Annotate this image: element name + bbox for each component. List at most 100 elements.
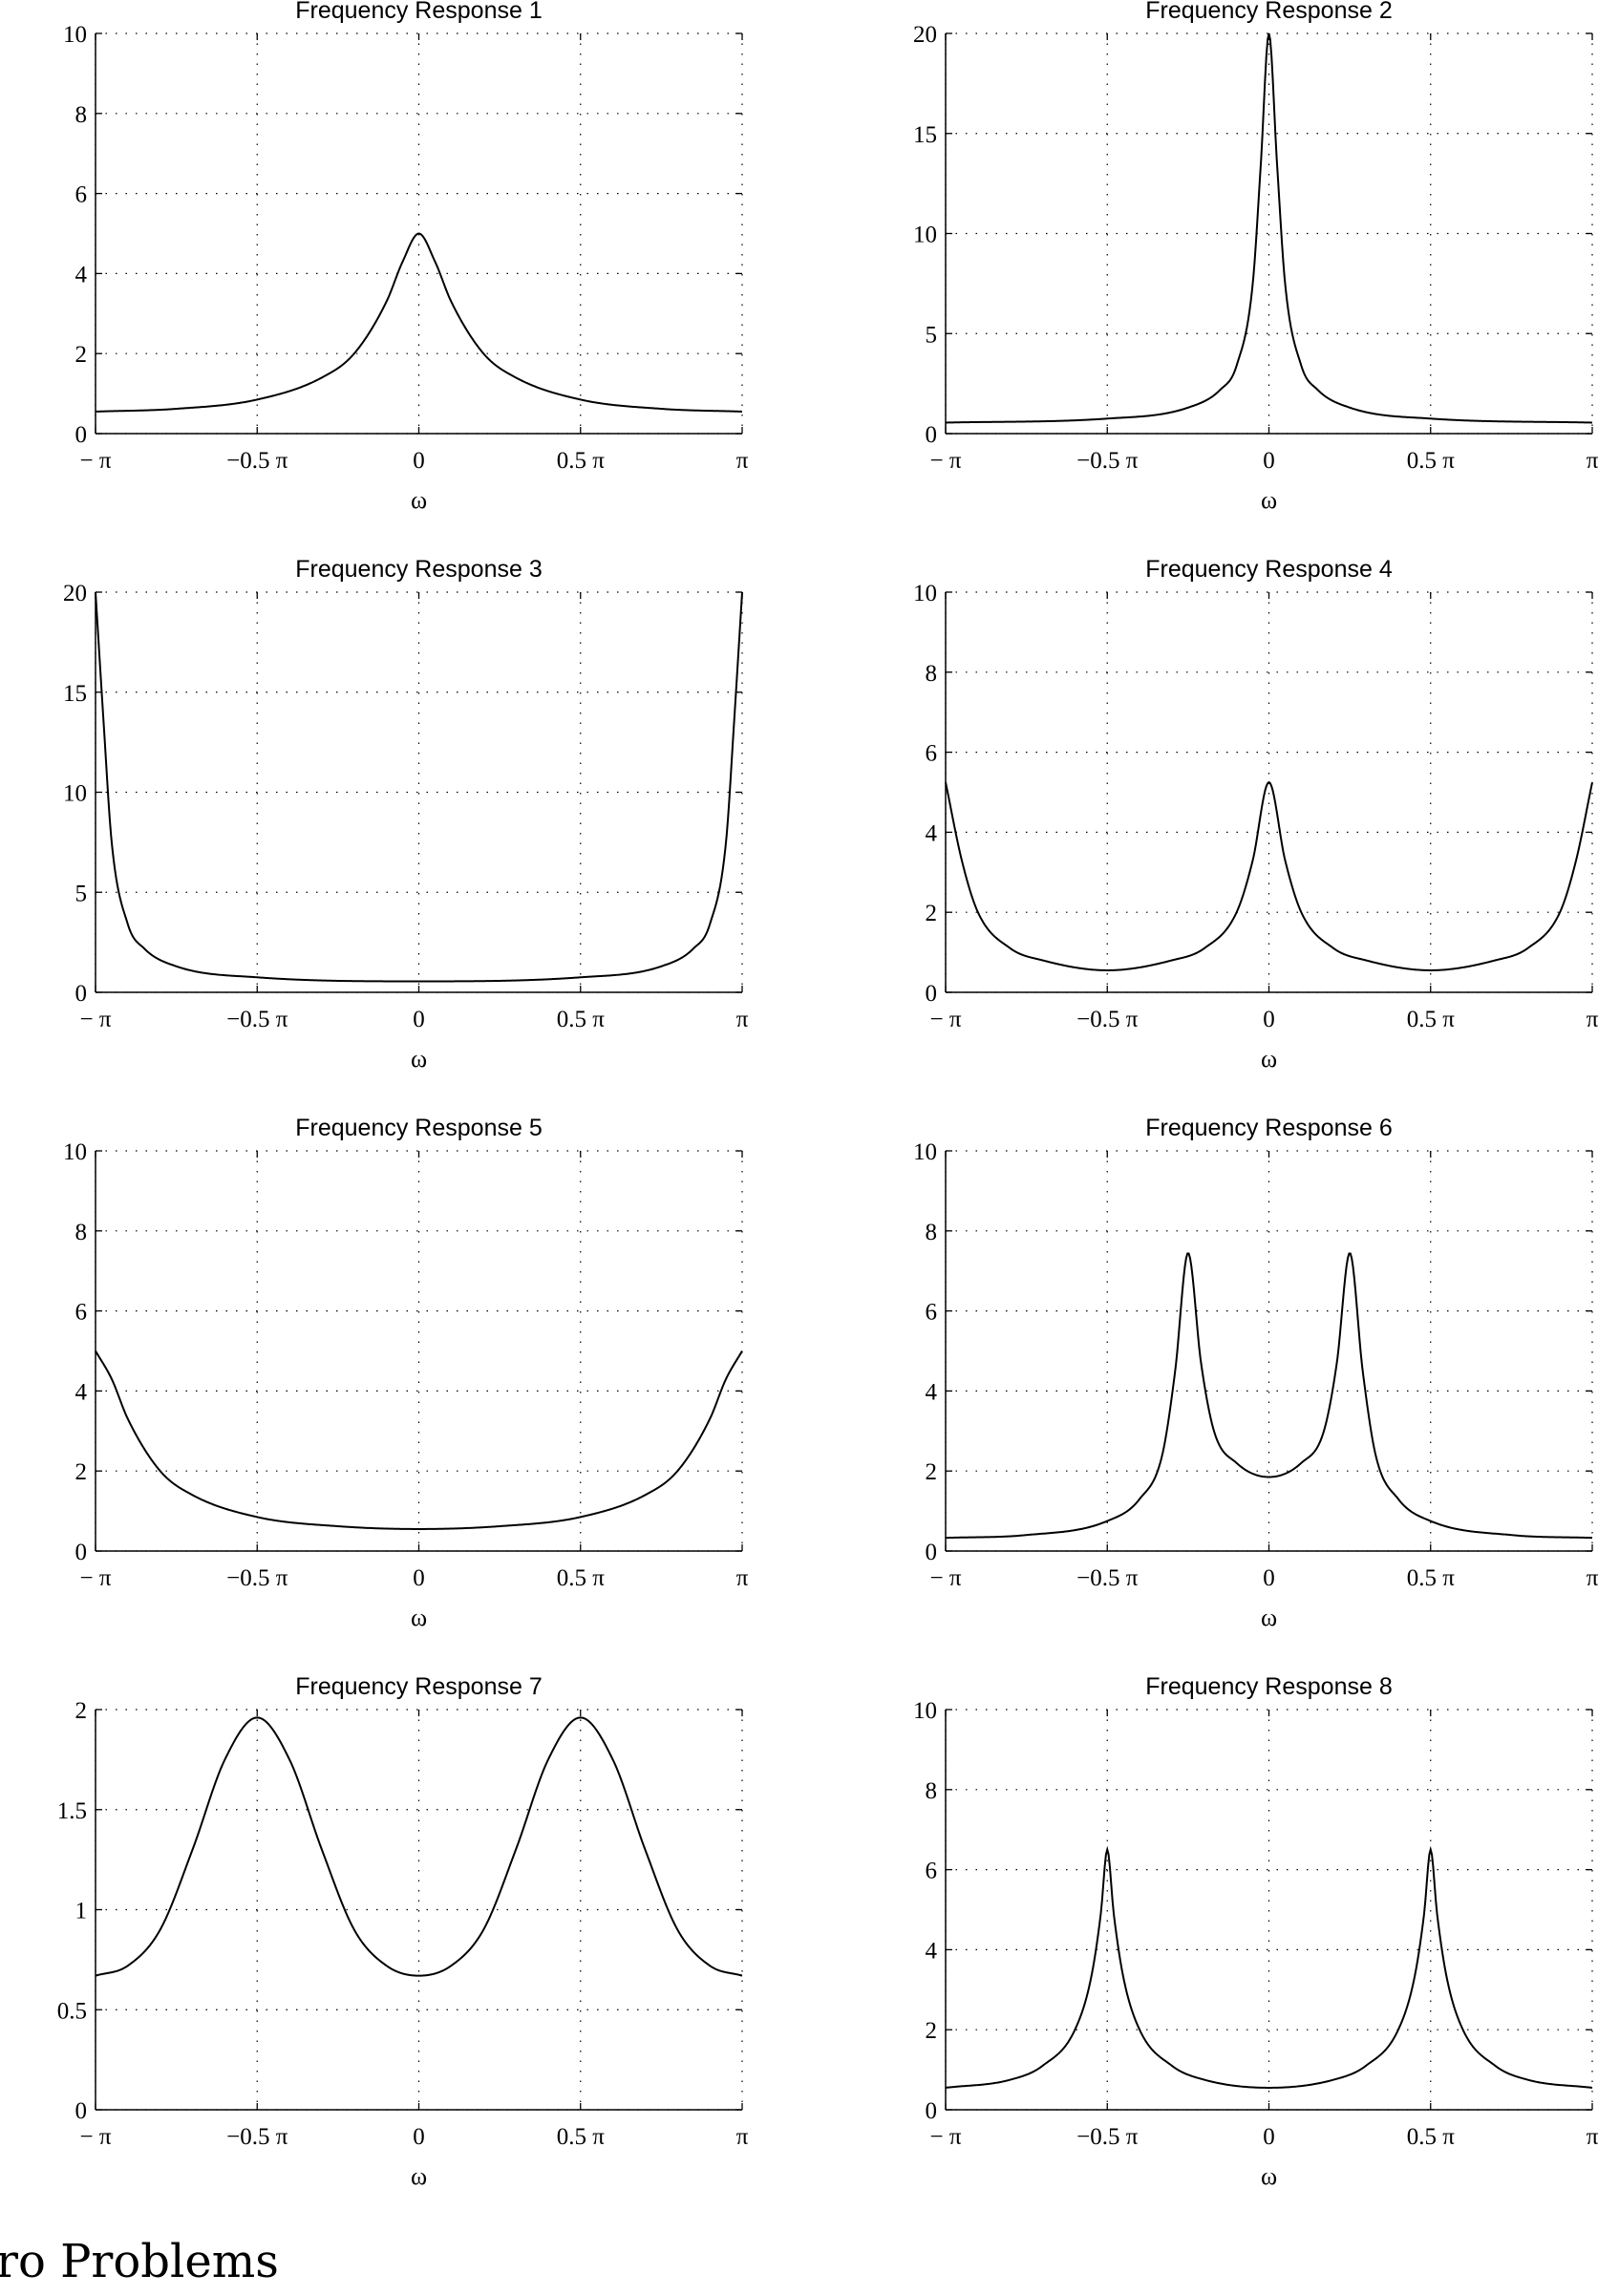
y-tick-label: 4: [926, 1938, 938, 1964]
y-tick-label: 6: [926, 741, 938, 767]
y-tick-label: 0: [75, 981, 88, 1007]
x-tick-label: − π: [80, 1565, 112, 1591]
plot-panel-7: − π −0.5 π 0 0.5 π π 0 0.5 1 1.5 2 Frequency Respo…: [57, 1673, 749, 2190]
x-tick-label: 0.5 π: [557, 1007, 606, 1032]
y-tick-label: 5: [75, 881, 88, 906]
x-axis-label: ω: [1261, 1604, 1277, 1631]
x-axis-label: ω: [411, 486, 427, 514]
plot-title: Frequency Response 4: [1145, 556, 1393, 583]
x-axis-label: ω: [1261, 1045, 1277, 1073]
x-tick-label: −0.5 π: [1076, 2124, 1139, 2150]
y-tick-label: 2: [75, 1459, 88, 1485]
y-tick-label: 0: [75, 1540, 88, 1565]
response-curve: [95, 232, 743, 413]
y-tick-label: 0: [75, 2098, 88, 2124]
y-tick-label: 4: [926, 820, 938, 846]
y-tick-label: 15: [913, 122, 937, 148]
x-axis-label: ω: [411, 1604, 427, 1631]
x-tick-label: π: [736, 448, 749, 474]
x-tick-label: 0: [413, 1007, 425, 1032]
y-tick-label: 2: [926, 1459, 938, 1485]
x-tick-label: − π: [930, 2124, 962, 2150]
y-tick-label: 10: [63, 1139, 87, 1165]
y-tick-label: 10: [913, 1698, 937, 1724]
y-tick-label: 8: [75, 102, 88, 128]
y-tick-label: 4: [75, 1379, 88, 1405]
x-tick-label: − π: [80, 2124, 112, 2150]
plot-panel-3: − π −0.5 π 0 0.5 π π 0 5 10 15 20 Frequency Respon…: [63, 556, 749, 1073]
y-tick-label: 0: [926, 1540, 938, 1565]
x-tick-label: 0: [413, 2124, 425, 2150]
response-curve: [95, 1350, 743, 1530]
x-tick-label: 0: [413, 1565, 425, 1591]
plot-panel-6: − π −0.5 π 0 0.5 π π 0 2 4 6 8 10 Frequency Respons…: [913, 1115, 1599, 1631]
y-tick-label: 20: [63, 581, 87, 606]
y-tick-label: 6: [926, 1859, 938, 1884]
y-tick-label: 0: [75, 422, 88, 448]
y-tick-label: 6: [75, 182, 88, 208]
x-tick-label: −0.5 π: [1076, 1007, 1139, 1032]
response-curve: [95, 591, 743, 983]
plot-panel-5: − π −0.5 π 0 0.5 π π 0 2 4 6 8 10 Frequency Respons…: [63, 1115, 749, 1631]
x-tick-label: − π: [80, 1007, 112, 1032]
x-axis-label: ω: [1261, 2162, 1277, 2190]
y-tick-label: 8: [926, 1778, 938, 1804]
x-tick-label: −0.5 π: [226, 1007, 288, 1032]
plot-panel-1: − π −0.5 π 0 0.5 π π 0 2 4 6 8 10 Frequency Respons…: [63, 0, 749, 514]
y-tick-label: 10: [63, 781, 87, 807]
y-tick-label: 10: [913, 1139, 937, 1165]
x-tick-label: − π: [930, 1007, 962, 1032]
y-tick-label: 2: [926, 2018, 938, 2044]
plot-panel-4: − π −0.5 π 0 0.5 π π 0 2 4 6 8 10 Frequency Respons…: [913, 556, 1599, 1073]
x-tick-label: −0.5 π: [1076, 448, 1139, 474]
y-tick-label: 1.5: [57, 1798, 87, 1824]
section-heading: ro Problems: [0, 2235, 279, 2288]
y-tick-label: 0: [926, 981, 938, 1007]
x-tick-label: 0.5 π: [557, 2124, 606, 2150]
y-tick-label: 6: [926, 1300, 938, 1326]
x-tick-label: 0: [1263, 2124, 1275, 2150]
x-tick-label: −0.5 π: [226, 1565, 288, 1591]
x-tick-label: −0.5 π: [226, 448, 288, 474]
response-curve: [95, 1716, 743, 1977]
y-tick-label: 2: [75, 342, 88, 368]
plot-panel-8: − π −0.5 π 0 0.5 π π 0 2 4 6 8 10 Frequency Respons…: [913, 1673, 1599, 2190]
y-tick-label: 0.5: [57, 1998, 87, 2024]
x-tick-label: 0.5 π: [1407, 448, 1456, 474]
x-tick-label: π: [1587, 448, 1599, 474]
y-tick-label: 5: [926, 322, 938, 348]
plot-title: Frequency Response 2: [1145, 0, 1392, 24]
y-tick-label: 0: [926, 422, 938, 448]
x-axis-label: ω: [1261, 486, 1277, 514]
y-tick-label: 0: [926, 2098, 938, 2124]
y-tick-label: 2: [926, 901, 938, 926]
x-tick-label: − π: [930, 1565, 962, 1591]
response-curve: [945, 1845, 1593, 2089]
x-tick-label: 0: [1263, 1007, 1275, 1032]
plot-panel-2: − π −0.5 π 0 0.5 π π 0 5 10 15 20 Frequency Respon…: [913, 0, 1599, 514]
x-tick-label: 0: [413, 448, 425, 474]
x-tick-label: − π: [80, 448, 112, 474]
x-tick-label: π: [1587, 1007, 1599, 1032]
x-tick-label: π: [1587, 1565, 1599, 1591]
x-tick-label: 0.5 π: [557, 448, 606, 474]
x-tick-label: 0.5 π: [1407, 2124, 1456, 2150]
y-tick-label: 15: [63, 681, 87, 707]
plot-title: Frequency Response 7: [295, 1673, 542, 1700]
y-tick-label: 10: [63, 22, 87, 48]
plot-title: Frequency Response 3: [295, 556, 542, 583]
y-tick-label: 4: [926, 1379, 938, 1405]
x-tick-label: π: [736, 1007, 749, 1032]
x-tick-label: −0.5 π: [1076, 1565, 1139, 1591]
x-tick-label: π: [1587, 2124, 1599, 2150]
x-tick-label: 0: [1263, 1565, 1275, 1591]
x-axis-label: ω: [411, 1045, 427, 1073]
y-tick-label: 4: [75, 262, 88, 287]
y-tick-label: 20: [913, 22, 937, 48]
plot-title: Frequency Response 5: [295, 1115, 542, 1141]
y-tick-label: 8: [75, 1220, 88, 1245]
x-tick-label: − π: [930, 448, 962, 474]
y-tick-label: 10: [913, 581, 937, 606]
x-tick-label: 0.5 π: [557, 1565, 606, 1591]
